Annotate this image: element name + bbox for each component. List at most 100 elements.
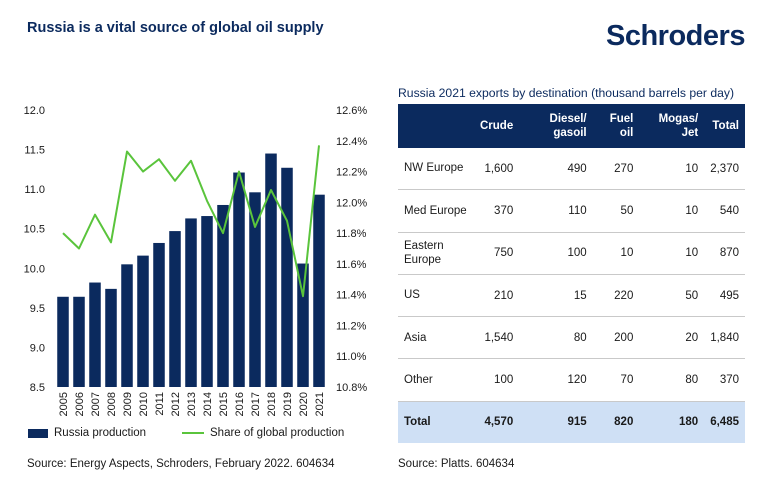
page-title: Russia is a vital source of global oil s…	[27, 20, 324, 36]
chart-source: Source: Energy Aspects, Schroders, Febru…	[27, 458, 335, 470]
bar-production	[121, 264, 133, 387]
table-cell: 4,570	[474, 401, 520, 443]
table-cell: 750	[474, 232, 520, 275]
legend-production: Russia production	[28, 427, 146, 439]
row-label: Asia	[398, 316, 474, 360]
table-cell: 80	[519, 316, 593, 360]
y-right-tick-label: 11.8%	[336, 228, 367, 240]
x-tick-label: 2018	[266, 392, 278, 416]
table-row: Med Europe 370 110 50 10 540	[398, 189, 745, 233]
table-total-row: Total 4,570 915 820 180 6,485	[398, 401, 745, 443]
exports-table: Crude Diesel/ gasoil Fuel oil Mogas/ Jet…	[398, 104, 745, 443]
x-tick-label: 2008	[106, 392, 118, 416]
table-cell: 1,840	[704, 316, 745, 360]
y-left-tick-label: 11.5	[24, 145, 45, 157]
y-left-tick-label: 9.5	[30, 303, 45, 315]
table-cell: 220	[592, 274, 640, 318]
bar-production	[57, 296, 69, 387]
x-tick-label: 2014	[202, 392, 214, 416]
row-label: Other	[398, 358, 474, 402]
y-right-tick-label: 10.8%	[336, 382, 367, 394]
table-cell: 1,600	[474, 148, 520, 191]
y-right-tick-label: 11.0%	[336, 351, 367, 363]
table-header: Fuel oil	[592, 104, 640, 148]
y-right-tick-label: 12.4%	[336, 136, 367, 148]
row-label: Total	[398, 401, 474, 443]
bar-production	[105, 288, 117, 387]
bar-production	[233, 172, 245, 387]
table-row: NW Europe 1,600 490 270 10 2,370	[398, 148, 745, 191]
bar-production	[313, 194, 325, 387]
y-left-tick-label: 8.5	[30, 382, 45, 394]
y-right-tick-label: 12.6%	[336, 105, 367, 117]
y-left-tick-label: 10.5	[24, 224, 45, 236]
bar-production	[297, 263, 309, 387]
x-tick-label: 2013	[186, 392, 198, 416]
y-right-tick-label: 12.2%	[336, 167, 367, 179]
oil-production-chart: 12.0 11.5 11.0 10.5 10.0 9.5 9.0 8.5 12.6% 12.4%…	[24, 105, 368, 416]
y-right-tick-label: 11.2%	[336, 320, 367, 332]
table-header	[398, 104, 474, 148]
x-tick-label: 2007	[90, 392, 102, 416]
legend-share: Share of global production	[182, 427, 344, 439]
x-tick-label: 2011	[154, 392, 166, 416]
table-cell: 70	[592, 358, 640, 402]
legend-share-label: Share of global production	[210, 427, 345, 439]
table-cell: 20	[639, 316, 705, 360]
row-label: Eastern Europe	[398, 232, 474, 275]
table-cell: 210	[474, 274, 520, 318]
table-cell: 270	[592, 148, 640, 191]
table-source: Source: Platts. 604634	[398, 458, 515, 470]
y-right-tick-label: 11.4%	[336, 290, 367, 302]
line-share-of-global	[62, 145, 320, 298]
table-title: Russia 2021 exports by destination (thou…	[398, 86, 735, 100]
x-tick-label: 2020	[298, 392, 310, 416]
table-cell: 2,370	[704, 148, 745, 191]
table-cell: 370	[474, 189, 520, 233]
x-tick-label: 2012	[170, 392, 182, 416]
table-cell: 180	[639, 401, 705, 443]
table-header-row: Crude Diesel/ gasoil Fuel oil Mogas/ Jet…	[398, 104, 745, 148]
x-tick-label: 2009	[122, 392, 134, 416]
table-row: Asia 1,540 80 200 20 1,840	[398, 316, 745, 360]
bar-production	[249, 192, 261, 387]
bar-production	[201, 216, 213, 387]
x-tick-label: 2019	[282, 392, 294, 416]
table-cell: 1,540	[474, 316, 520, 360]
table-cell: 870	[704, 232, 745, 275]
table-cell: 10	[639, 189, 705, 233]
y-left-tick-label: 11.0	[24, 184, 45, 196]
table-cell: 495	[704, 274, 745, 318]
table-cell: 100	[474, 358, 520, 402]
table-cell: 540	[704, 189, 745, 233]
table-cell: 50	[639, 274, 705, 318]
row-label: Med Europe	[398, 189, 474, 233]
y-left-tick-label: 12.0	[24, 105, 45, 117]
table-header: Total	[704, 104, 745, 148]
table-cell: 10	[639, 232, 705, 275]
table-cell: 80	[639, 358, 705, 402]
x-tick-label: 2016	[234, 392, 246, 416]
table-cell: 370	[704, 358, 745, 402]
table-row: Eastern Europe 750 100 10 10 870	[398, 232, 745, 275]
table-header: Mogas/ Jet	[639, 104, 705, 148]
x-tick-label: 2006	[74, 392, 86, 416]
row-label: US	[398, 274, 474, 318]
x-tick-label: 2021	[314, 392, 326, 416]
table-cell: 15	[519, 274, 593, 318]
bar-production	[137, 255, 149, 387]
bar-production	[73, 296, 85, 387]
y-right-tick-label: 11.6%	[336, 259, 367, 271]
table-cell: 110	[519, 189, 593, 233]
row-label: NW Europe	[398, 148, 474, 191]
table-cell: 915	[519, 401, 593, 443]
bar-production	[265, 153, 277, 387]
bar-production	[169, 231, 181, 387]
x-tick-label: 2017	[250, 392, 262, 416]
table-cell: 820	[592, 401, 640, 443]
table-row: US 210 15 220 50 495	[398, 274, 745, 318]
legend-production-label: Russia production	[54, 427, 147, 439]
table-cell: 10	[592, 232, 640, 275]
table-header: Diesel/ gasoil	[519, 104, 593, 148]
table-cell: 490	[519, 148, 593, 191]
